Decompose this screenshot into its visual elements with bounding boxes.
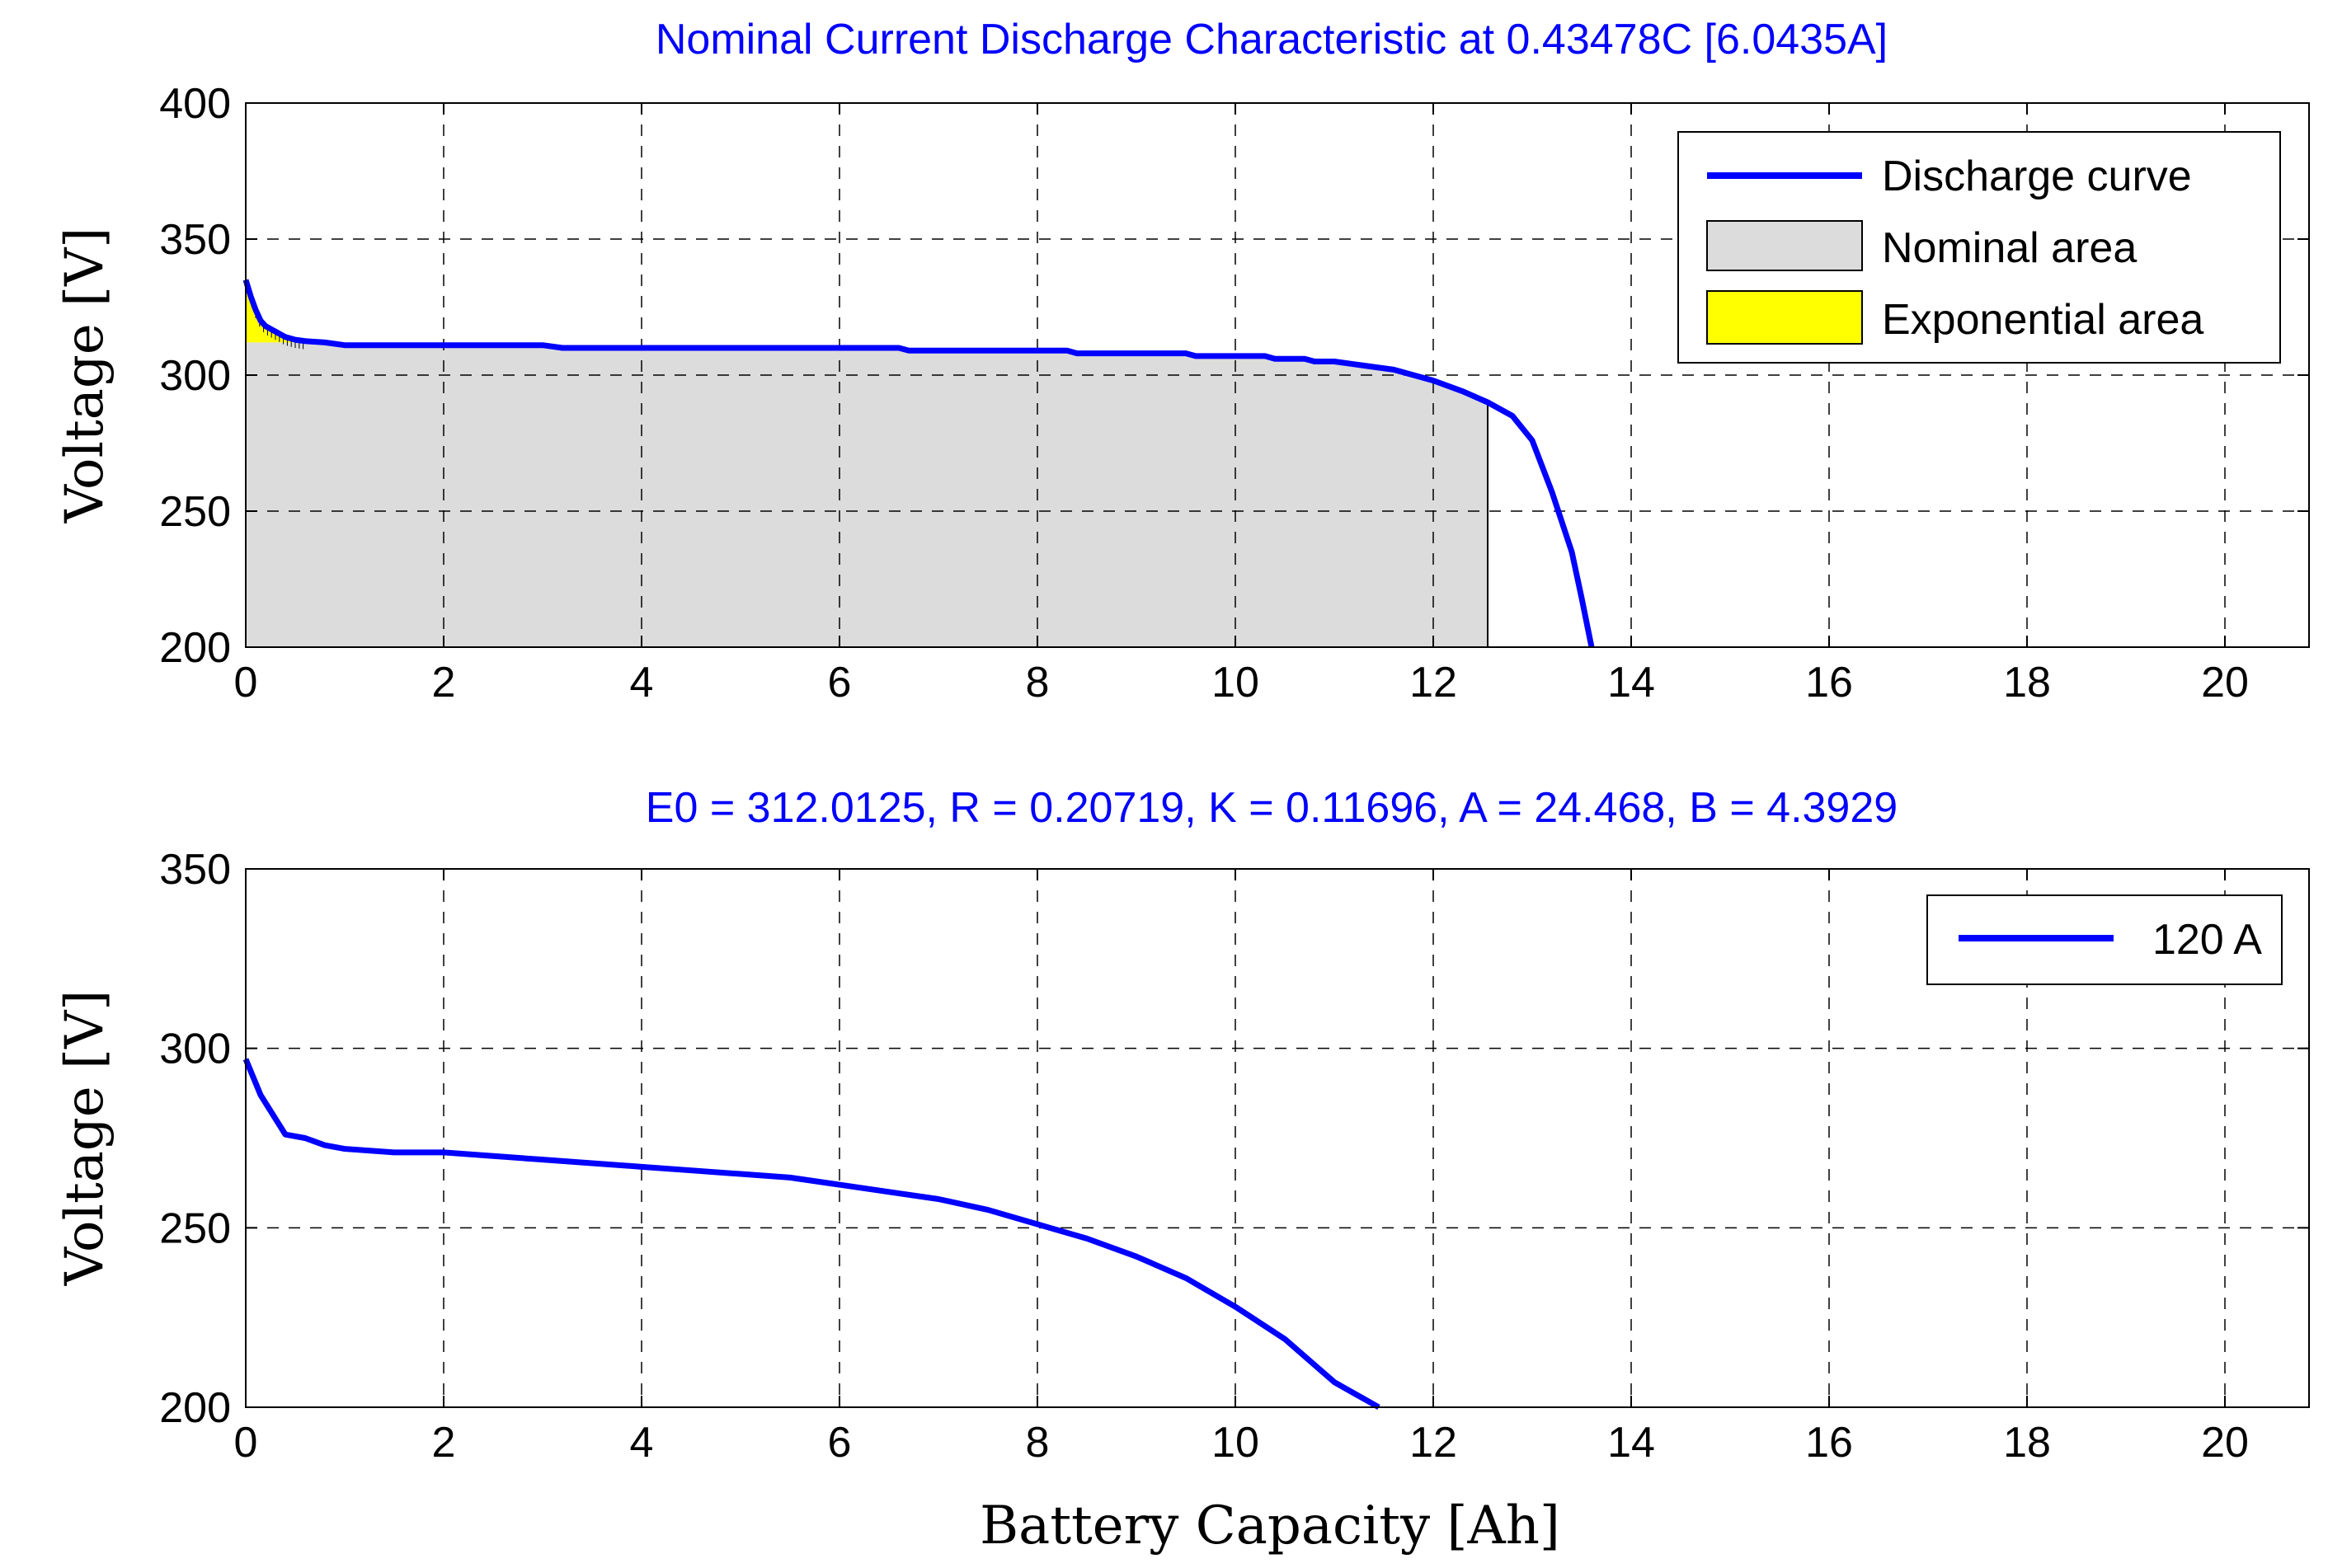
bottom-y-axis-label: Voltage [V] [54, 990, 115, 1287]
top-y-ticks: 200 250 300 350 400 [159, 80, 2309, 672]
bottom-chart-title: E0 = 312.0125, R = 0.20719, K = 0.11696,… [646, 784, 1898, 832]
y-tick-label: 200 [159, 1384, 231, 1432]
x-tick-label: 0 [234, 1419, 258, 1467]
x-tick-label: 6 [828, 1419, 852, 1467]
y-tick-label: 200 [159, 624, 231, 672]
legend-label-120a: 120 A [2152, 916, 2262, 964]
series-line-120-a [242, 1058, 1380, 1411]
x-tick-label: 18 [2003, 659, 2051, 707]
x-axis-label: Battery Capacity [Ah] [980, 1495, 1560, 1556]
exponential-area [246, 279, 305, 343]
bottom-series [242, 1058, 1380, 1411]
x-tick-label: 14 [1607, 1419, 1655, 1467]
series-line-discharge-curve [242, 279, 1595, 648]
x-tick-label: 16 [1805, 1419, 1853, 1467]
legend-label-nominal-area: Nominal area [1882, 224, 2137, 272]
bottom-plot-frame [245, 868, 2310, 1408]
legend-swatch-exponential-area [1706, 290, 1863, 345]
top-subplot: Nominal Current Discharge Characteristic… [54, 16, 2310, 707]
y-tick-label: 250 [159, 488, 231, 536]
top-legend: Discharge curve Nominal area Exponential… [1677, 131, 2281, 364]
x-tick-label: 0 [234, 659, 258, 707]
x-tick-label: 12 [1409, 1419, 1457, 1467]
x-tick-label: 20 [2201, 1419, 2249, 1467]
x-tick-label: 12 [1409, 659, 1457, 707]
bottom-subplot: E0 = 312.0125, R = 0.20719, K = 0.11696,… [54, 784, 2310, 1556]
x-tick-label: 8 [1026, 659, 1050, 707]
bottom-y-ticks: 200 250 300 350 [159, 846, 2309, 1432]
y-tick-label: 350 [159, 846, 231, 894]
bottom-legend: 120 A [1926, 894, 2283, 985]
x-tick-label: 14 [1607, 659, 1655, 707]
top-chart-title: Nominal Current Discharge Characteristic… [656, 16, 1888, 63]
top-x-ticks: 0 2 4 6 8 10 12 14 16 18 20 [234, 103, 2249, 707]
x-tick-label: 2 [432, 1419, 456, 1467]
x-tick-label: 2 [432, 659, 456, 707]
y-tick-label: 400 [159, 80, 231, 128]
legend-label-discharge-curve: Discharge curve [1882, 153, 2192, 200]
y-tick-label: 250 [159, 1204, 231, 1252]
top-y-axis-label: Voltage [V] [54, 228, 115, 524]
nominal-area [246, 342, 1488, 647]
legend-swatch-nominal-area [1706, 220, 1863, 271]
x-tick-label: 4 [630, 659, 654, 707]
x-tick-label: 18 [2003, 1419, 2051, 1467]
y-tick-label: 300 [159, 352, 231, 400]
legend-label-exponential-area: Exponential area [1882, 296, 2203, 344]
top-series [242, 279, 1595, 648]
bottom-x-ticks: 0 2 4 6 8 10 12 14 16 18 20 [234, 869, 2249, 1467]
x-tick-label: 6 [828, 659, 852, 707]
x-tick-label: 20 [2201, 659, 2249, 707]
x-tick-label: 16 [1805, 659, 1853, 707]
x-tick-label: 4 [630, 1419, 654, 1467]
x-tick-label: 10 [1211, 659, 1259, 707]
y-tick-label: 350 [159, 216, 231, 264]
x-tick-label: 8 [1026, 1419, 1050, 1467]
bottom-grid [246, 869, 2309, 1407]
y-tick-label: 300 [159, 1026, 231, 1073]
x-tick-label: 10 [1211, 1419, 1259, 1467]
